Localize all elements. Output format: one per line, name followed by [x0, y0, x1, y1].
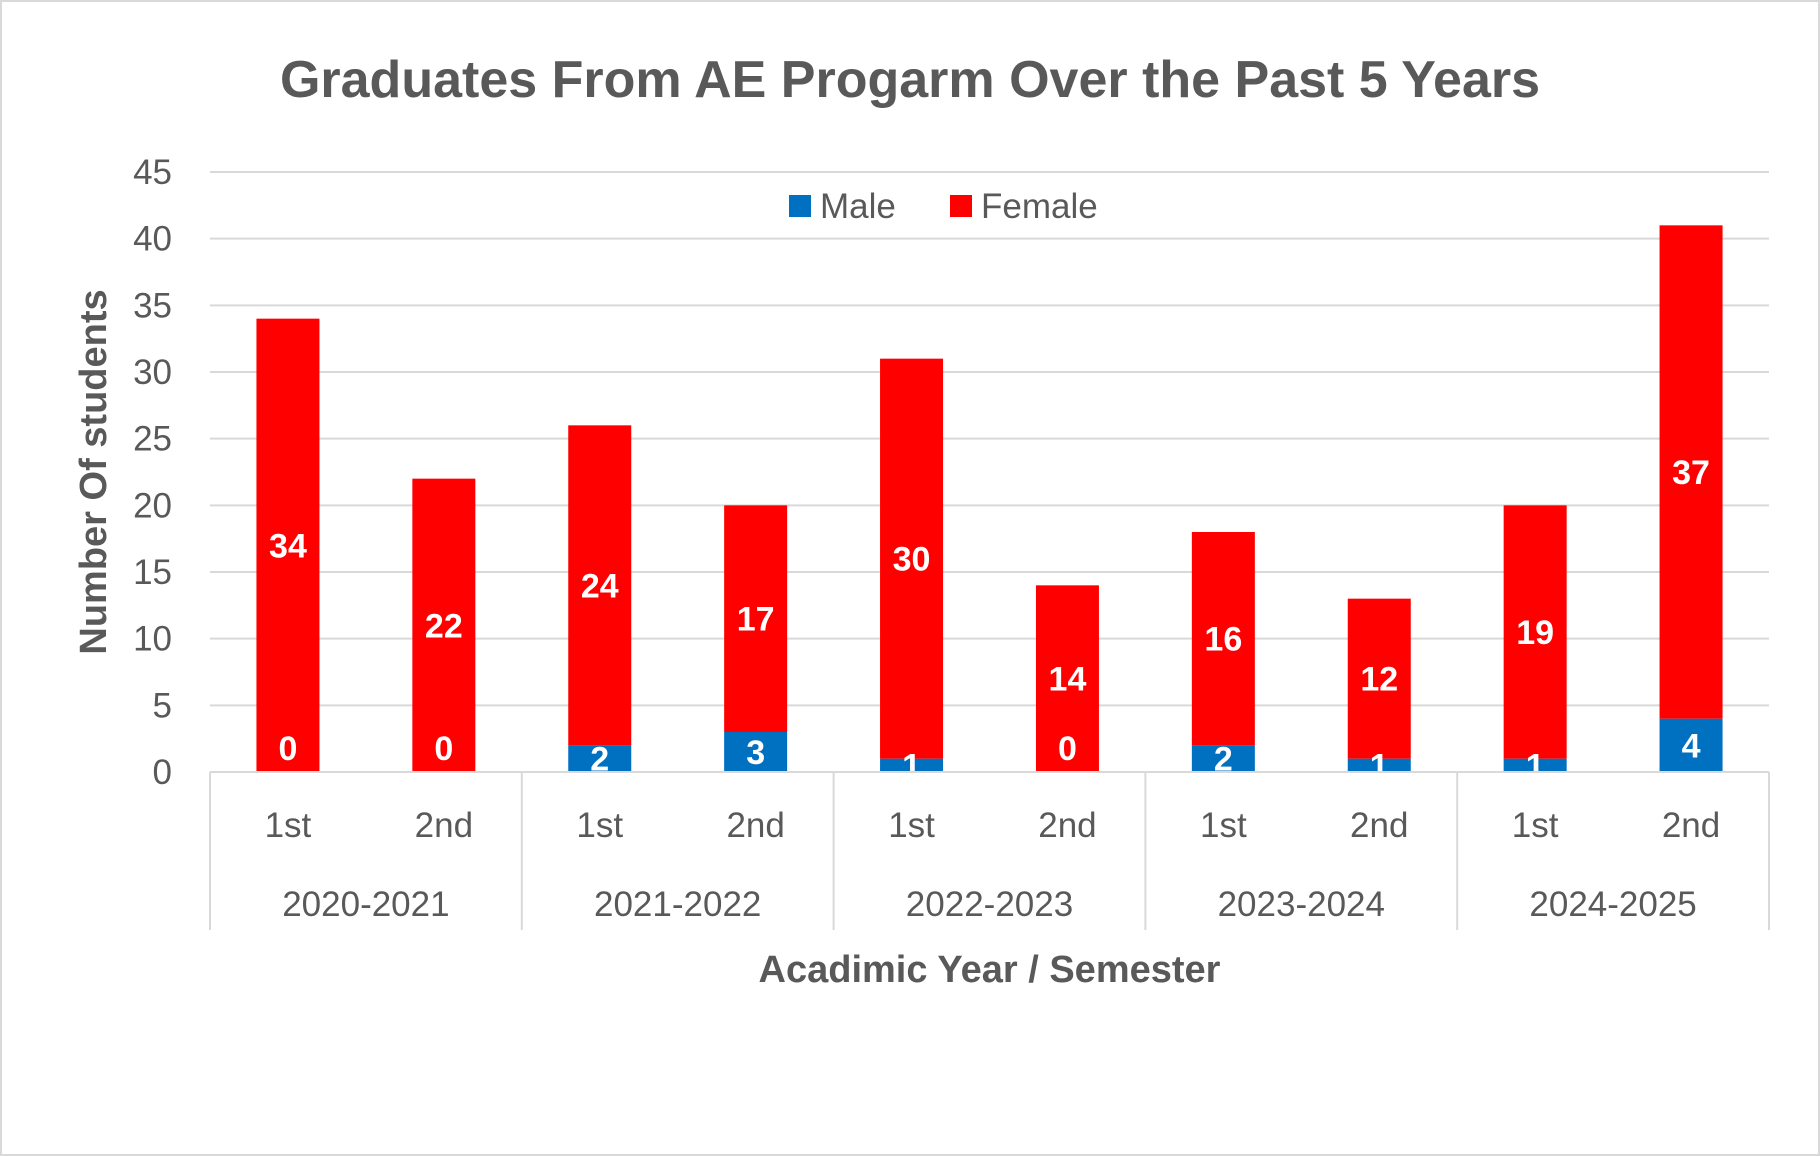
x-axis-title: Acadimic Year / Semester — [759, 949, 1221, 991]
legend-swatch-male — [789, 195, 811, 217]
y-tick-label: 40 — [133, 220, 172, 259]
bar-male — [1503, 758, 1567, 772]
x-tick-label: 1st — [888, 806, 935, 845]
data-label-male: 2 — [590, 741, 609, 779]
data-label-female: 19 — [1516, 614, 1554, 652]
data-label-female: 17 — [737, 601, 775, 639]
y-tick-label: 35 — [133, 286, 172, 325]
bar-male — [880, 758, 944, 772]
bar-male — [568, 745, 632, 772]
data-label-female: 14 — [1049, 661, 1087, 699]
y-axis-ticks: 0 5 10 15 20 25 30 35 40 45 — [133, 153, 172, 792]
y-tick-label: 0 — [153, 753, 172, 792]
bar-female — [1191, 532, 1255, 746]
data-label-female: 12 — [1360, 661, 1398, 699]
legend: Male Female — [789, 187, 1098, 226]
data-label-female: 24 — [581, 567, 619, 605]
bar-female — [1347, 598, 1411, 759]
y-tick-label: 25 — [133, 420, 172, 459]
data-labels: 34 0 22 0 24 2 17 3 30 1 14 0 16 2 12 1 19 1 37 4 — [269, 454, 1710, 785]
x-group-label: 2024-2025 — [1529, 885, 1696, 924]
data-label-female: 34 — [269, 527, 307, 565]
y-tick-label: 10 — [133, 620, 172, 659]
legend-label-male: Male — [820, 187, 896, 226]
bar-female — [880, 358, 944, 759]
x-tick-label: 2nd — [1662, 806, 1720, 845]
data-label-male: 3 — [746, 734, 765, 772]
data-label-male: 0 — [1058, 730, 1077, 768]
data-label-male: 2 — [1214, 741, 1233, 779]
data-label-male: 1 — [1526, 747, 1545, 785]
data-label-male: 0 — [278, 730, 297, 768]
x-tick-label: 2nd — [1350, 806, 1408, 845]
bar-male — [1191, 745, 1255, 772]
bar-female — [412, 478, 476, 772]
y-tick-label: 15 — [133, 553, 172, 592]
bars — [256, 225, 1723, 772]
bar-female — [1503, 505, 1567, 759]
chart-title: Graduates From AE Progarm Over the Past … — [280, 51, 1540, 109]
x-tick-label: 1st — [576, 806, 623, 845]
x-tick-label: 2nd — [726, 806, 784, 845]
bar-male — [724, 732, 788, 772]
data-label-male: 1 — [902, 747, 921, 785]
x-tick-label: 1st — [1200, 806, 1247, 845]
y-tick-label: 30 — [133, 353, 172, 392]
bar-male — [1659, 718, 1723, 772]
bar-female — [1035, 585, 1099, 772]
data-label-female: 16 — [1204, 621, 1242, 659]
data-label-female: 30 — [893, 541, 931, 579]
legend-label-female: Female — [981, 187, 1098, 226]
x-tick-label: 2nd — [415, 806, 473, 845]
x-tick-label: 1st — [265, 806, 312, 845]
legend-swatch-female — [950, 195, 972, 217]
x-axis: 1st 2nd 1st 2nd 1st 2nd 1st 2nd 1st 2nd 2020-2021 2… — [209, 771, 1770, 930]
x-group-label: 2023-2024 — [1218, 885, 1385, 924]
y-tick-label: 20 — [133, 486, 172, 525]
bar-female — [1659, 225, 1723, 719]
data-label-male: 0 — [434, 730, 453, 768]
x-group-label: 2020-2021 — [282, 885, 449, 924]
x-tick-label: 1st — [1512, 806, 1559, 845]
x-tick-label: 2nd — [1038, 806, 1096, 845]
bar-female — [568, 425, 632, 746]
x-group-label: 2021-2022 — [594, 885, 761, 924]
bar-female — [724, 505, 788, 732]
data-label-male: 4 — [1682, 727, 1701, 765]
bar-male — [1347, 758, 1411, 772]
x-group-label: 2022-2023 — [906, 885, 1073, 924]
y-tick-label: 5 — [153, 686, 172, 725]
bar-female — [256, 318, 320, 772]
y-tick-label: 45 — [133, 153, 172, 192]
data-label-female: 37 — [1672, 454, 1710, 492]
y-axis-title: Number Of students — [73, 289, 115, 654]
data-label-female: 22 — [425, 607, 463, 645]
data-label-male: 1 — [1370, 747, 1389, 785]
